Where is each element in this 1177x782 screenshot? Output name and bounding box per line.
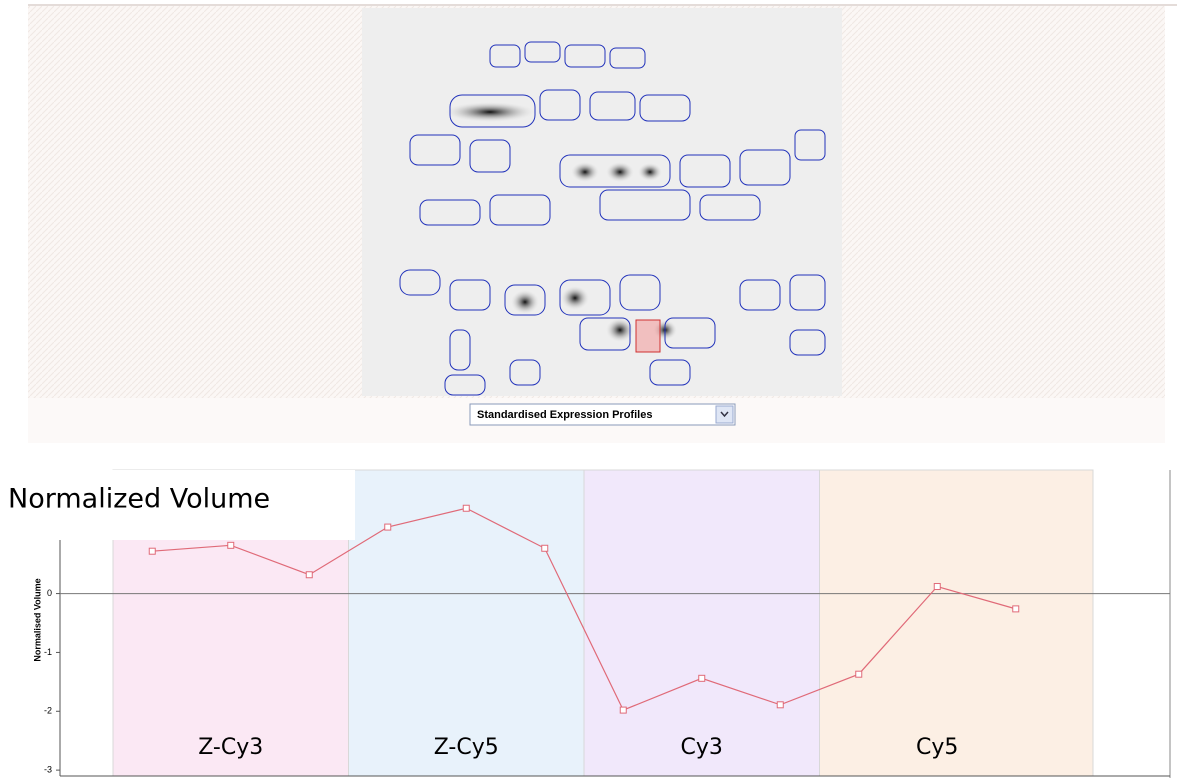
group-label: Z-Cy5 xyxy=(434,735,499,760)
group-label: Cy3 xyxy=(681,735,723,760)
gel-image xyxy=(362,8,842,396)
data-point xyxy=(149,548,155,554)
group-label: Z-Cy3 xyxy=(198,735,263,760)
screen: Standardised Expression Profiles Normali… xyxy=(0,0,1177,782)
data-point xyxy=(777,702,783,708)
y-tick-label: -2 xyxy=(44,706,52,716)
dropdown[interactable]: Standardised Expression Profiles xyxy=(470,404,735,425)
y-tick-label: -3 xyxy=(44,764,52,774)
y-tick-label: -1 xyxy=(44,647,52,657)
data-point xyxy=(228,542,234,548)
y-tick-label: 0 xyxy=(47,588,52,598)
y-axis-label: Normalised Volume xyxy=(32,578,42,661)
data-point xyxy=(385,524,391,530)
data-point xyxy=(934,584,940,590)
data-point xyxy=(1013,606,1019,612)
dropdown-label: Standardised Expression Profiles xyxy=(477,409,652,421)
chart: Z-Cy3 Z-Cy5 Cy3 Cy5 Normalized Volume -3 -2 -1 0 xyxy=(0,470,1170,776)
group-band xyxy=(820,470,1094,776)
data-point xyxy=(856,671,862,677)
group-band xyxy=(584,470,820,776)
data-point xyxy=(306,572,312,578)
group-label: Cy5 xyxy=(916,735,958,760)
data-point xyxy=(699,675,705,681)
chart-title: Normalized Volume xyxy=(8,484,270,515)
group-band xyxy=(349,470,585,776)
data-point xyxy=(620,707,626,713)
data-point xyxy=(463,505,469,511)
data-point xyxy=(542,545,548,551)
